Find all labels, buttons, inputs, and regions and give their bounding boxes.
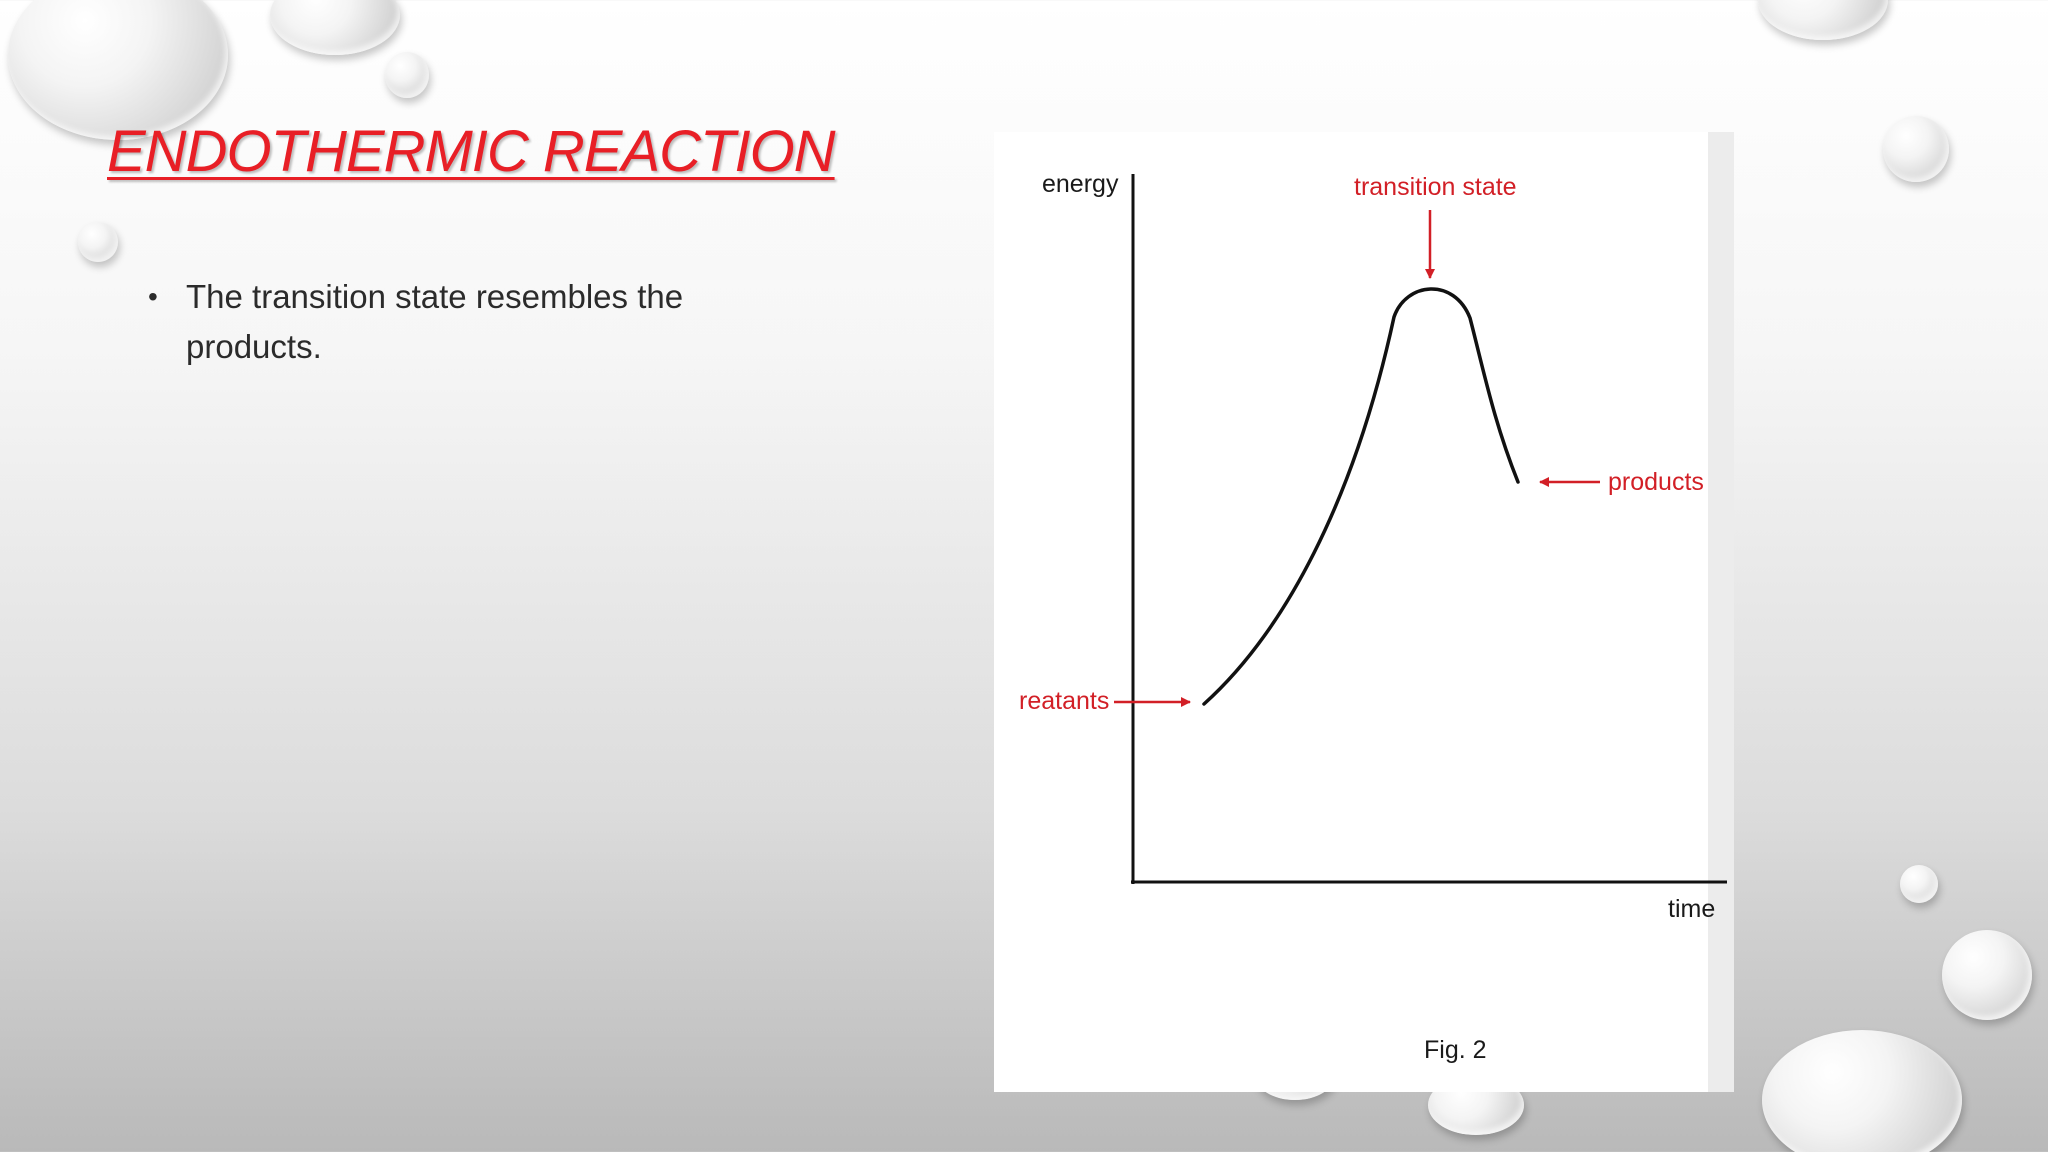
figure-edge-shading xyxy=(1708,132,1734,1092)
energy-diagram: energy time transition state products re… xyxy=(1019,170,1727,1064)
y-axis-label: energy xyxy=(1042,170,1119,198)
products-label: products xyxy=(1608,468,1704,496)
water-droplet-decoration xyxy=(78,222,118,262)
water-droplet-decoration xyxy=(1883,116,1949,182)
transition-state-label: transition state xyxy=(1354,173,1517,201)
bullet-text: The transition state resembles the produ… xyxy=(186,278,684,365)
figure-caption: Fig. 2 xyxy=(1424,1036,1487,1064)
water-droplet-decoration xyxy=(1942,930,2032,1020)
energy-diagram-figure: energy time transition state products re… xyxy=(994,132,1734,1092)
slide-title: ENDOTHERMIC REACTION xyxy=(107,119,836,184)
reactants-label: reatants xyxy=(1019,687,1109,715)
water-droplet-decoration xyxy=(1758,0,1888,40)
water-droplet-decoration xyxy=(270,0,400,55)
water-droplet-decoration xyxy=(1762,1030,1962,1152)
energy-curve xyxy=(1202,287,1520,706)
bullet-icon: • xyxy=(148,281,158,312)
water-droplet-decoration xyxy=(8,0,228,140)
bullet-list: • The transition state resembles the pro… xyxy=(148,272,768,372)
water-droplet-decoration xyxy=(385,52,429,98)
bullet-item: • The transition state resembles the pro… xyxy=(148,272,768,372)
water-droplet-decoration xyxy=(1900,865,1938,903)
x-axis-label: time xyxy=(1668,895,1715,923)
